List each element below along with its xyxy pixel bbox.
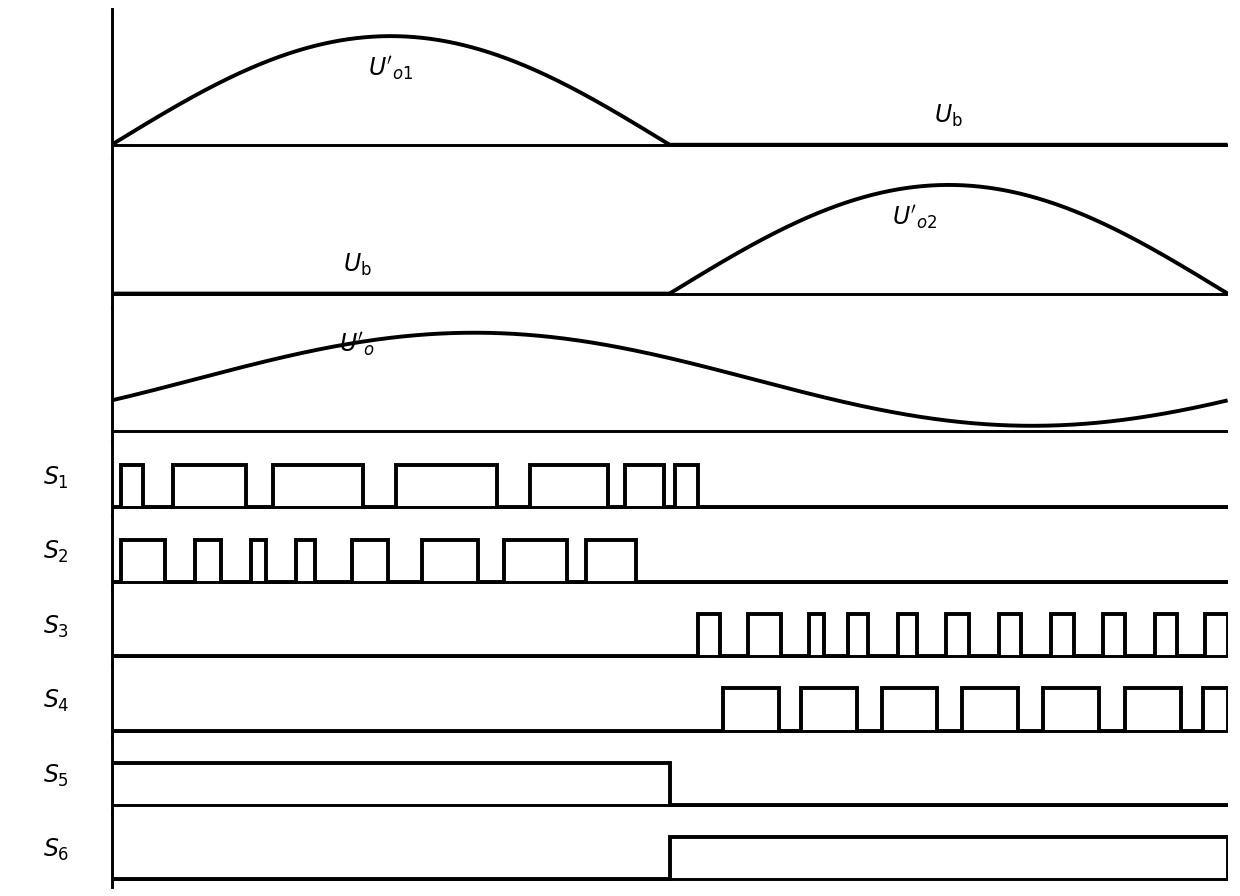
Text: $U'_o$: $U'_o$	[340, 330, 374, 358]
Text: $U'_{o2}$: $U'_{o2}$	[893, 203, 937, 231]
Text: $U'_{o1}$: $U'_{o1}$	[368, 55, 413, 82]
Text: $S_3$: $S_3$	[43, 614, 69, 640]
Text: $S_2$: $S_2$	[43, 539, 69, 565]
Text: $U_{\rm b}$: $U_{\rm b}$	[342, 252, 372, 278]
Text: $S_4$: $S_4$	[42, 688, 69, 714]
Text: $S_1$: $S_1$	[43, 465, 69, 491]
Text: $S_5$: $S_5$	[43, 762, 69, 788]
Text: $S_6$: $S_6$	[43, 837, 69, 863]
Text: $U_{\rm b}$: $U_{\rm b}$	[934, 103, 963, 129]
